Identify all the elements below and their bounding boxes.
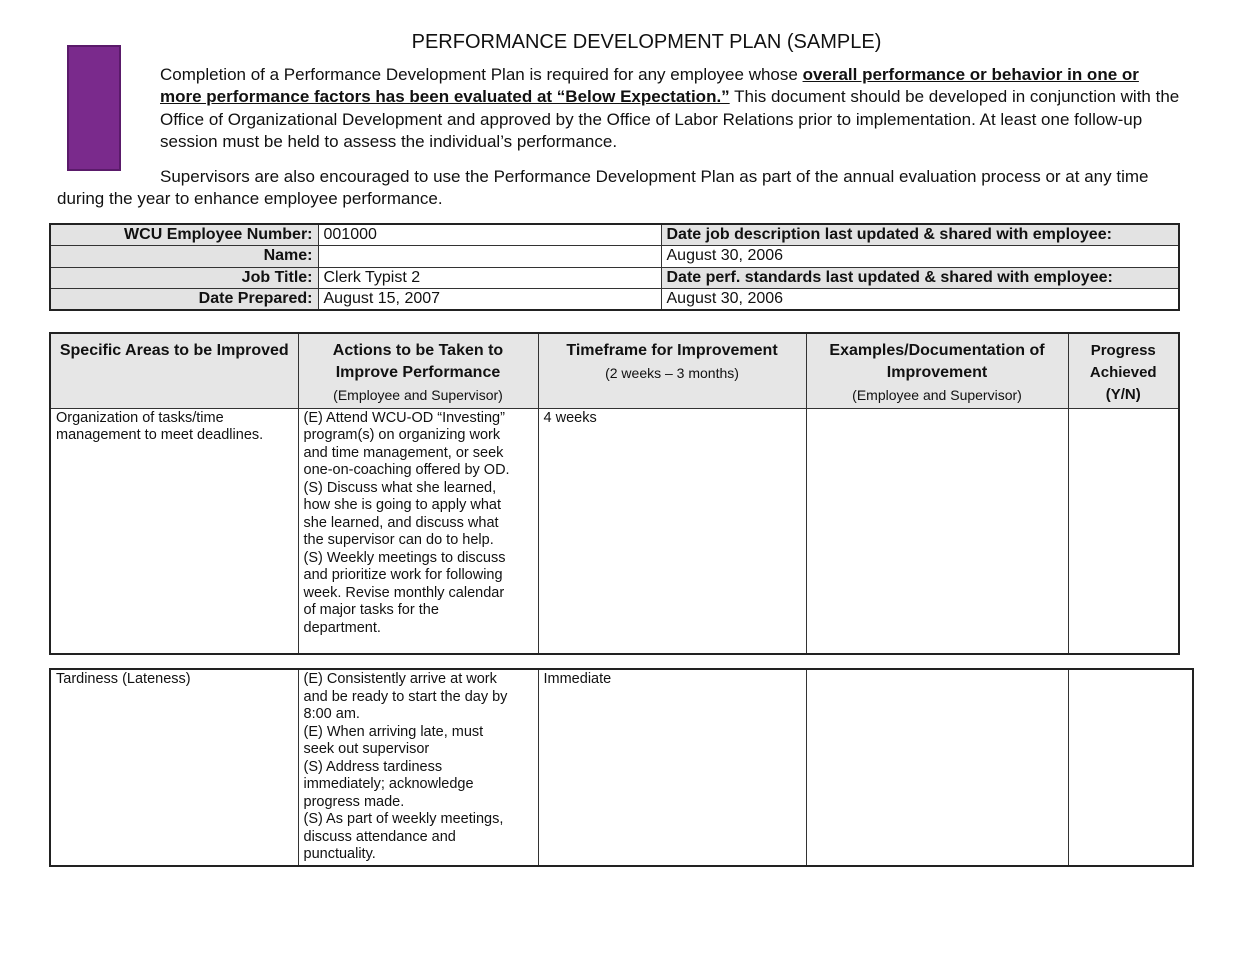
supervisor-paragraph: Supervisors are also encouraged to use t… bbox=[57, 167, 1149, 209]
header-subtitle: (2 weeks – 3 months) bbox=[605, 365, 739, 381]
employee-info-table: WCU Employee Number: 001000 Date job descr… bbox=[49, 223, 1180, 311]
intro-text-1: Completion of a Performance Development … bbox=[160, 65, 803, 84]
header-timeframe: Timeframe for Improvement (2 weeks – 3 mo… bbox=[537, 332, 807, 409]
header-title: Specific Areas to be Improved bbox=[59, 342, 289, 359]
table-row: Tardiness (Lateness) (E) Consistently ar… bbox=[49, 668, 1194, 866]
examples-cell bbox=[805, 668, 1069, 866]
plan-table: Specific Areas to be Improved Actions to… bbox=[49, 332, 1180, 655]
timeframe-cell: Immediate bbox=[537, 668, 807, 866]
job-title-value: Clerk Typist 2 bbox=[317, 266, 662, 289]
date-prepared-label: Date Prepared: bbox=[49, 288, 319, 311]
employee-number-label: WCU Employee Number: bbox=[49, 223, 319, 246]
job-title-label: Job Title: bbox=[49, 266, 319, 289]
header-actions: Actions to be Taken to Improve Performan… bbox=[297, 332, 539, 409]
progress-cell bbox=[1067, 407, 1180, 655]
progress-cell bbox=[1067, 668, 1194, 866]
intro-paragraph: Completion of a Performance Development … bbox=[160, 64, 1180, 153]
header-title: Examples/Documentation of Improvement bbox=[829, 342, 1045, 381]
page-title: PERFORMANCE DEVELOPMENT PLAN (SAMPLE) bbox=[411, 31, 882, 53]
header-subtitle: (Employee and Supervisor) bbox=[333, 387, 503, 403]
date-prepared-value: August 15, 2007 bbox=[317, 288, 662, 311]
university-logo bbox=[67, 45, 121, 171]
plan-table-continued: Tardiness (Lateness) (E) Consistently ar… bbox=[49, 668, 1194, 867]
header-examples: Examples/Documentation of Improvement (Em… bbox=[805, 332, 1069, 409]
header-title: Timeframe for Improvement bbox=[566, 342, 778, 359]
intro-emphasis: overall performance or behavior in one o… bbox=[160, 65, 1139, 107]
actions-cell: (E) Attend WCU-OD “Investing” program(s)… bbox=[297, 407, 539, 655]
header-progress: Progress Achieved (Y/N) bbox=[1067, 332, 1180, 409]
area-cell: Tardiness (Lateness) bbox=[49, 668, 299, 866]
header-title: Progress Achieved (Y/N) bbox=[1089, 342, 1157, 403]
name-value bbox=[317, 245, 662, 268]
job-description-date-value: August 30, 2006 bbox=[660, 245, 1180, 268]
header-areas: Specific Areas to be Improved bbox=[49, 332, 299, 409]
header-subtitle: (Employee and Supervisor) bbox=[852, 387, 1022, 403]
table-row: Organization of tasks/time management to… bbox=[49, 407, 1180, 655]
performance-standards-date-label: Date perf. standards last updated & shar… bbox=[660, 266, 1180, 289]
job-description-date-label: Date job description last updated & shar… bbox=[660, 223, 1180, 246]
intro-text-2: This document should be developed in con… bbox=[160, 87, 1180, 151]
area-cell: Organization of tasks/time management to… bbox=[49, 407, 299, 655]
performance-standards-date-value: August 30, 2006 bbox=[660, 288, 1180, 311]
name-label: Name: bbox=[49, 245, 319, 268]
header-title: Actions to be Taken to Improve Performan… bbox=[332, 342, 504, 381]
timeframe-cell: 4 weeks bbox=[537, 407, 807, 655]
actions-cell: (E) Consistently arrive at work and be r… bbox=[297, 668, 539, 866]
employee-number-value: 001000 bbox=[317, 223, 662, 246]
examples-cell bbox=[805, 407, 1069, 655]
